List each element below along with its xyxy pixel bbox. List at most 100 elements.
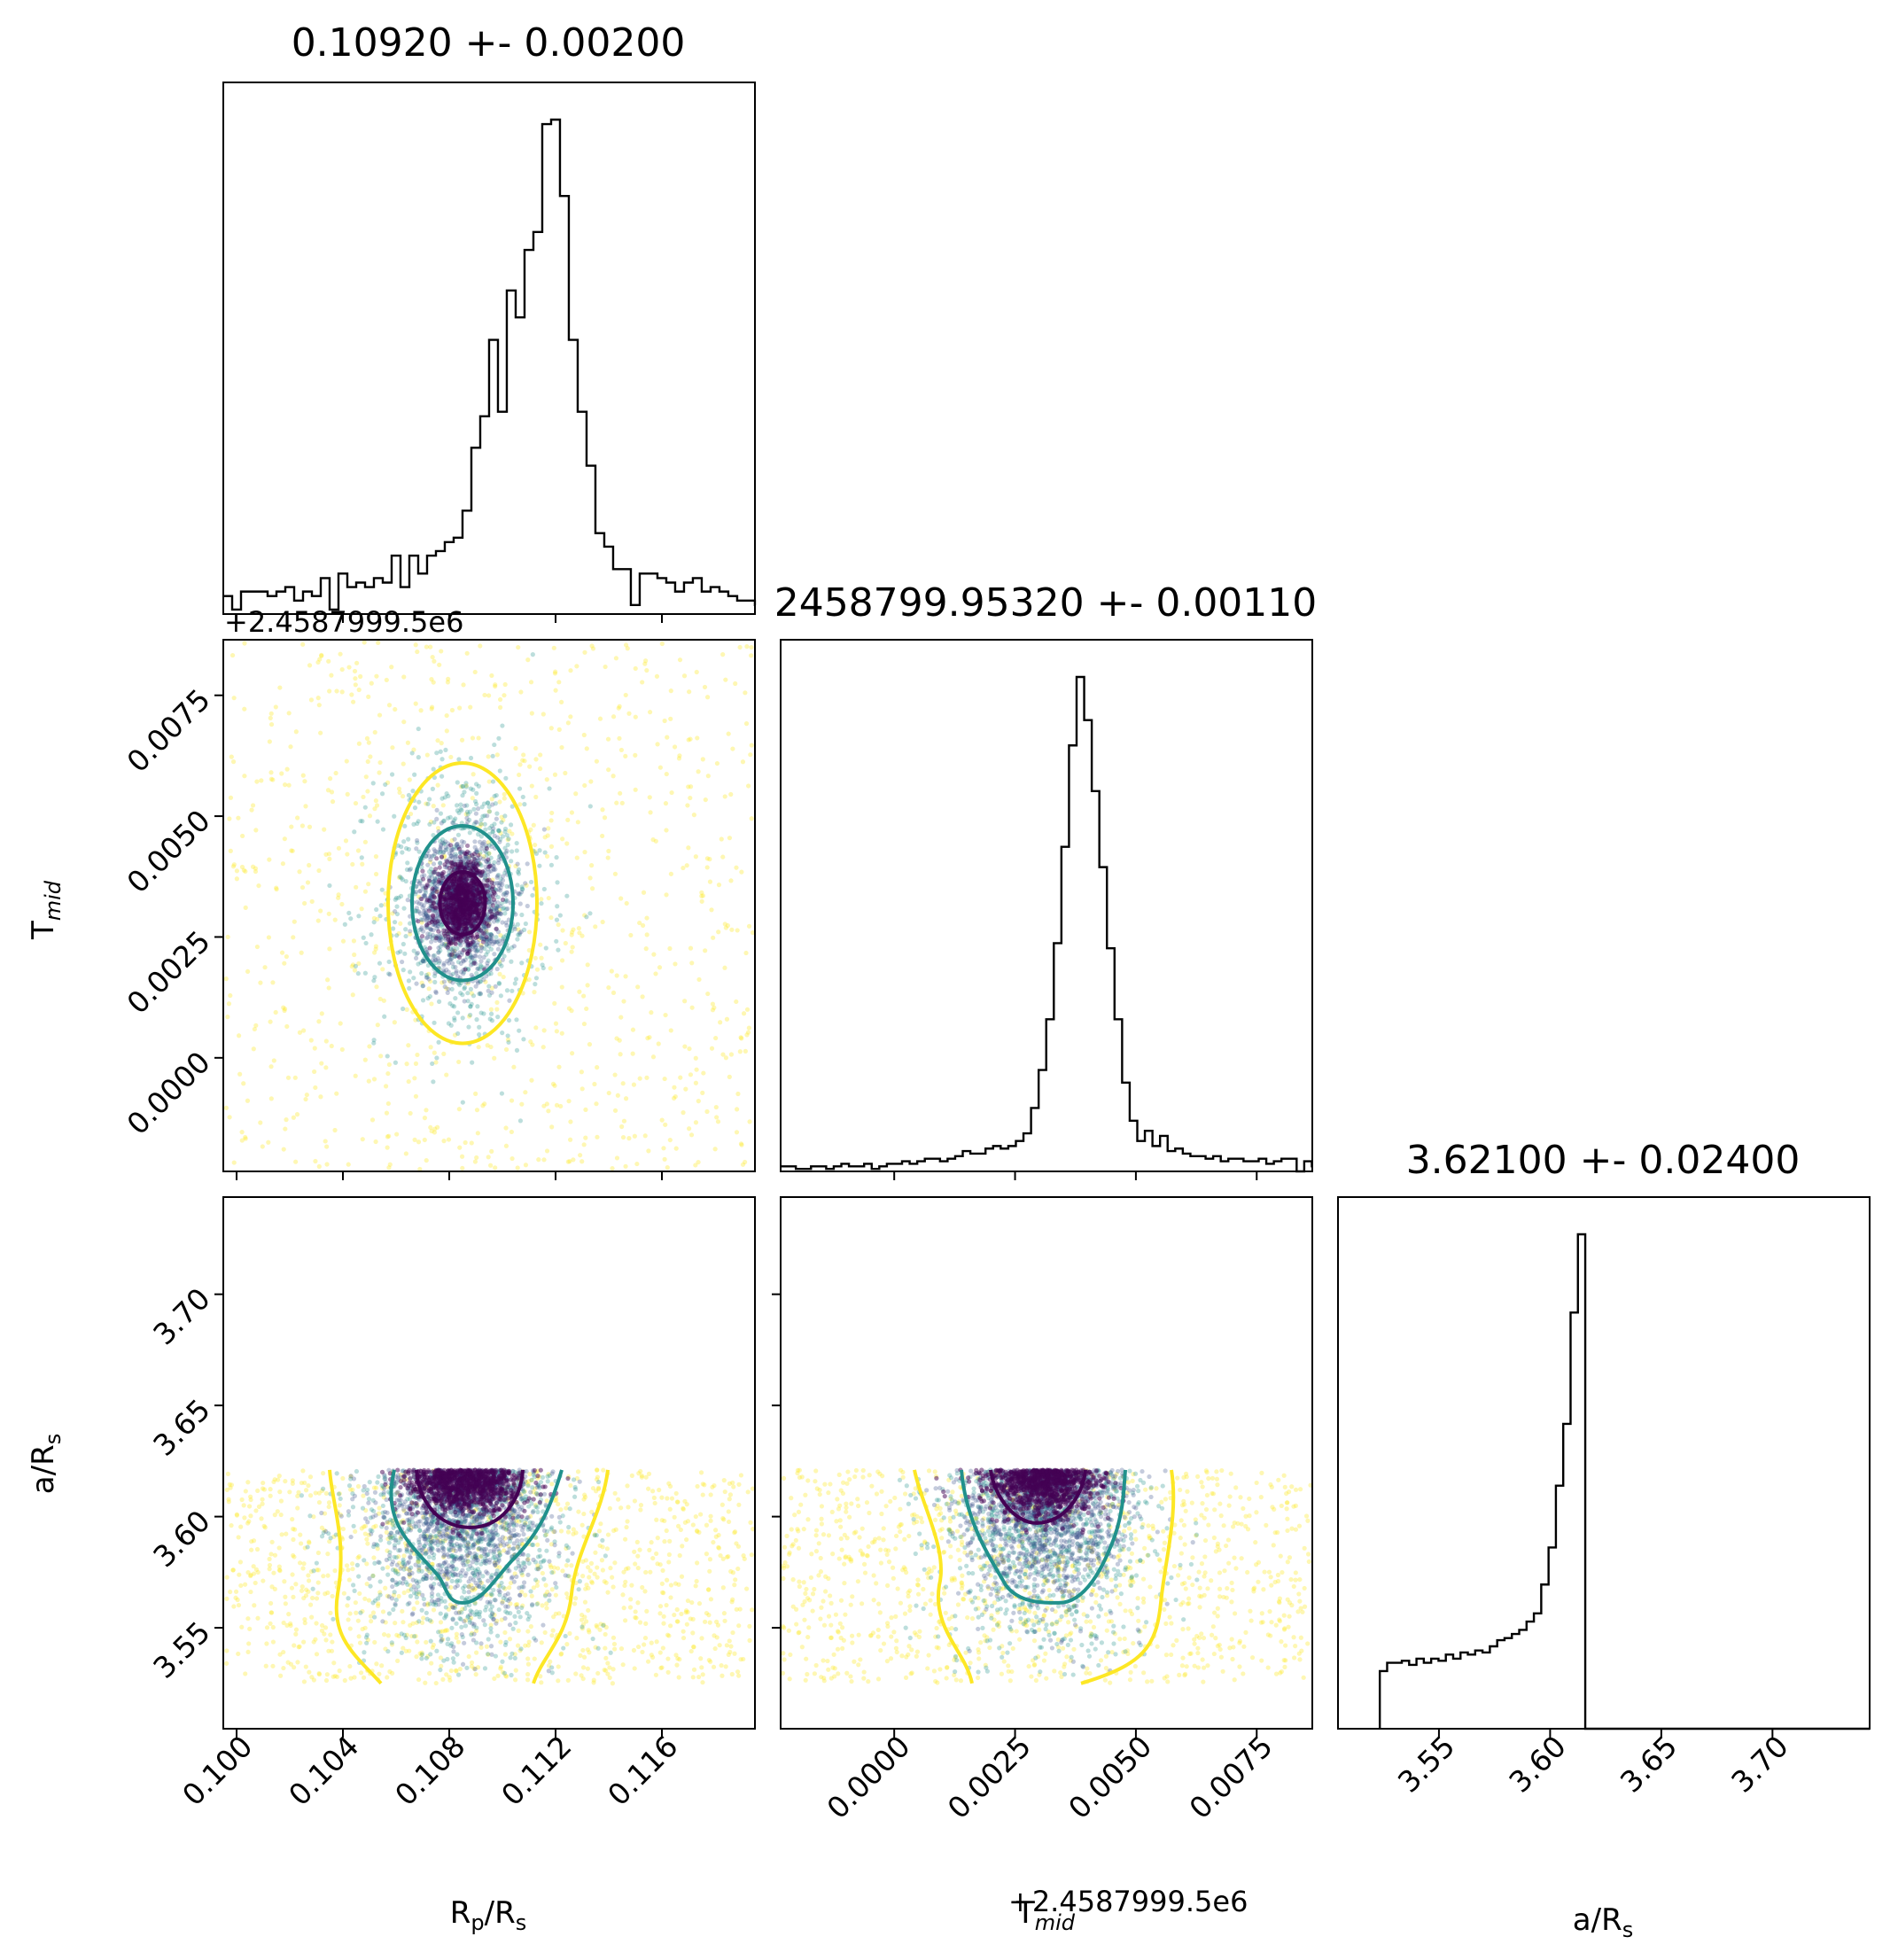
scatter-point bbox=[464, 849, 471, 854]
scatter-point bbox=[271, 1058, 276, 1063]
scatter-point bbox=[534, 967, 541, 972]
scatter-point bbox=[438, 749, 443, 754]
scatter-point bbox=[416, 1139, 422, 1145]
scatter-point bbox=[531, 1585, 536, 1591]
scatter-point bbox=[434, 816, 439, 821]
scatter-point bbox=[484, 877, 490, 883]
scatter-point bbox=[539, 900, 544, 906]
scatter-point bbox=[460, 904, 465, 910]
scatter-point bbox=[679, 1574, 685, 1579]
scatter-point bbox=[717, 1643, 722, 1648]
scatter-point bbox=[578, 1653, 583, 1658]
scatter-point bbox=[360, 861, 365, 867]
scatter-point bbox=[350, 861, 355, 867]
scatter-point bbox=[612, 1490, 618, 1496]
scatter-point bbox=[291, 1552, 296, 1559]
histogram-bars bbox=[223, 118, 757, 611]
scatter-point bbox=[502, 829, 508, 835]
scatter-point bbox=[486, 839, 491, 845]
scatter-point bbox=[360, 1626, 365, 1632]
scatter-point bbox=[580, 1522, 585, 1528]
scatter-point bbox=[385, 1145, 390, 1150]
scatter-point bbox=[408, 1622, 413, 1628]
scatter-point bbox=[279, 1532, 284, 1537]
scatter-point bbox=[438, 935, 443, 941]
scatter-point bbox=[476, 966, 481, 971]
scatter-point bbox=[513, 1668, 518, 1673]
scatter-point bbox=[691, 1644, 696, 1650]
scatter-point bbox=[666, 1552, 672, 1558]
scatter-point bbox=[454, 853, 459, 859]
scatter-point bbox=[533, 1025, 539, 1031]
scatter-point bbox=[416, 901, 422, 906]
scatter-point bbox=[712, 1482, 717, 1489]
scatter-point bbox=[454, 803, 460, 808]
scatter-point bbox=[418, 708, 424, 713]
scatter-point bbox=[556, 727, 562, 732]
scatter-point bbox=[584, 746, 589, 751]
scatter-point bbox=[553, 1021, 559, 1026]
scatter-point bbox=[325, 1573, 331, 1578]
scatter-point bbox=[288, 744, 293, 750]
x-tick-label: 3.60 bbox=[1502, 1729, 1573, 1800]
scatter-point bbox=[414, 846, 419, 852]
scatter-point bbox=[552, 1083, 557, 1088]
scatter-point bbox=[523, 921, 528, 927]
scatter-point bbox=[735, 1669, 741, 1675]
scatter-point bbox=[633, 1561, 638, 1567]
scatter-point bbox=[529, 1593, 534, 1598]
scatter-point bbox=[448, 754, 454, 760]
scatter-point bbox=[322, 827, 327, 832]
scatter-point bbox=[574, 855, 580, 860]
scatter-point bbox=[730, 746, 735, 751]
scatter-point bbox=[439, 774, 445, 779]
scatter-point bbox=[442, 862, 447, 867]
scatter-point bbox=[548, 818, 554, 823]
scatter-point bbox=[637, 1547, 642, 1552]
scatter-point bbox=[472, 798, 478, 805]
scatter-point bbox=[677, 753, 682, 758]
scatter-point bbox=[712, 1005, 717, 1010]
scatter-point bbox=[693, 1513, 698, 1520]
scatter-point bbox=[449, 707, 455, 713]
scatter-point bbox=[496, 883, 502, 888]
scatter-point bbox=[618, 747, 624, 753]
scatter-point bbox=[415, 908, 420, 914]
scatter-point bbox=[503, 1125, 509, 1131]
scatter-point bbox=[380, 1609, 386, 1614]
scatter-point bbox=[346, 1617, 351, 1622]
scatter-point bbox=[494, 966, 500, 972]
scatter-point bbox=[548, 966, 553, 971]
scatter-point bbox=[749, 653, 754, 658]
scatter-point bbox=[403, 933, 408, 939]
scatter-point bbox=[301, 1639, 307, 1645]
scatter-point bbox=[560, 836, 565, 842]
scatter-point bbox=[236, 1535, 241, 1540]
scatter-point bbox=[457, 874, 463, 879]
scatter-point bbox=[462, 984, 468, 990]
scatter-point bbox=[453, 941, 458, 946]
scatter-point bbox=[464, 650, 470, 656]
scatter-point bbox=[454, 866, 459, 871]
scatter-point bbox=[544, 1548, 549, 1553]
scatter-point bbox=[447, 930, 452, 936]
scatter-point bbox=[471, 898, 477, 905]
scatter-point bbox=[622, 1583, 627, 1589]
scatter-point bbox=[453, 862, 458, 867]
scatter-point bbox=[667, 1137, 673, 1143]
scatter-point bbox=[467, 1014, 472, 1019]
scatter-point bbox=[657, 1487, 662, 1493]
scatter-point bbox=[453, 1668, 459, 1673]
scatter-point bbox=[380, 827, 386, 832]
scatter-point bbox=[432, 870, 438, 875]
scatter-point bbox=[598, 1521, 603, 1527]
scatter-point bbox=[647, 1547, 652, 1552]
scatter-point bbox=[716, 1545, 722, 1551]
scatter-point bbox=[466, 854, 471, 859]
scatter-point bbox=[478, 943, 484, 948]
scatter-point bbox=[320, 1622, 325, 1629]
scatter-point bbox=[509, 1129, 514, 1135]
scatter-point bbox=[548, 1659, 553, 1664]
scatter-point bbox=[358, 818, 363, 824]
scatter-point bbox=[499, 820, 504, 825]
